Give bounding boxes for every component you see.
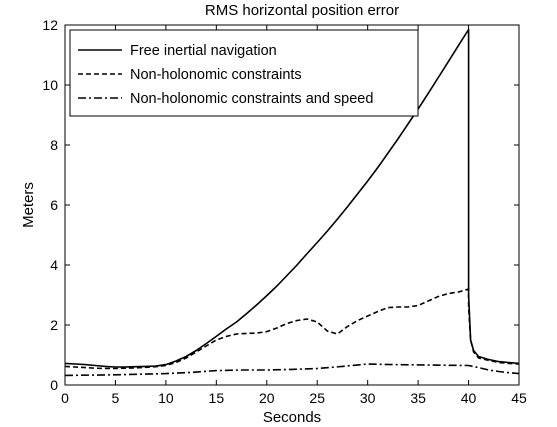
x-tick-label: 35 [410,390,426,406]
legend-box [69,29,419,117]
x-tick-label: 30 [360,390,376,406]
legend-label: Free inertial navigation [130,43,277,59]
x-tick-label: 45 [511,390,527,406]
x-tick-label: 10 [158,390,174,406]
x-tick-label: 15 [209,390,225,406]
y-tick-label: 10 [42,77,58,93]
series-line-3 [64,363,520,377]
series-line-2 [64,288,520,370]
axis-ticks: 0 5 10 15 20 25 30 35 40 45 0 2 4 6 8 10 12 [42,17,527,406]
y-tick-label: 6 [50,197,58,213]
series-line-1 [64,28,520,368]
x-tick-label: 20 [259,390,275,406]
legend-label: Non-holonomic constraints [130,67,302,83]
x-tick-label: 5 [112,390,120,406]
x-tick-label: 0 [61,390,69,406]
y-tick-label: 4 [50,257,58,273]
y-tick-label: 12 [42,17,58,33]
legend: Free inertial navigation Non-holonomic co… [69,29,419,117]
chart-title: RMS horizontal position error [205,2,399,19]
legend-label: Non-holonomic constraints and speed [130,91,373,107]
series-lines [64,28,520,377]
x-tick-label: 40 [461,390,477,406]
y-axis-label: Meters [20,182,37,228]
y-tick-label: 8 [50,137,58,153]
x-axis-label: Seconds [263,409,321,426]
x-tick-label: 25 [309,390,325,406]
y-tick-label: 0 [50,377,58,393]
y-tick-label: 2 [50,317,58,333]
